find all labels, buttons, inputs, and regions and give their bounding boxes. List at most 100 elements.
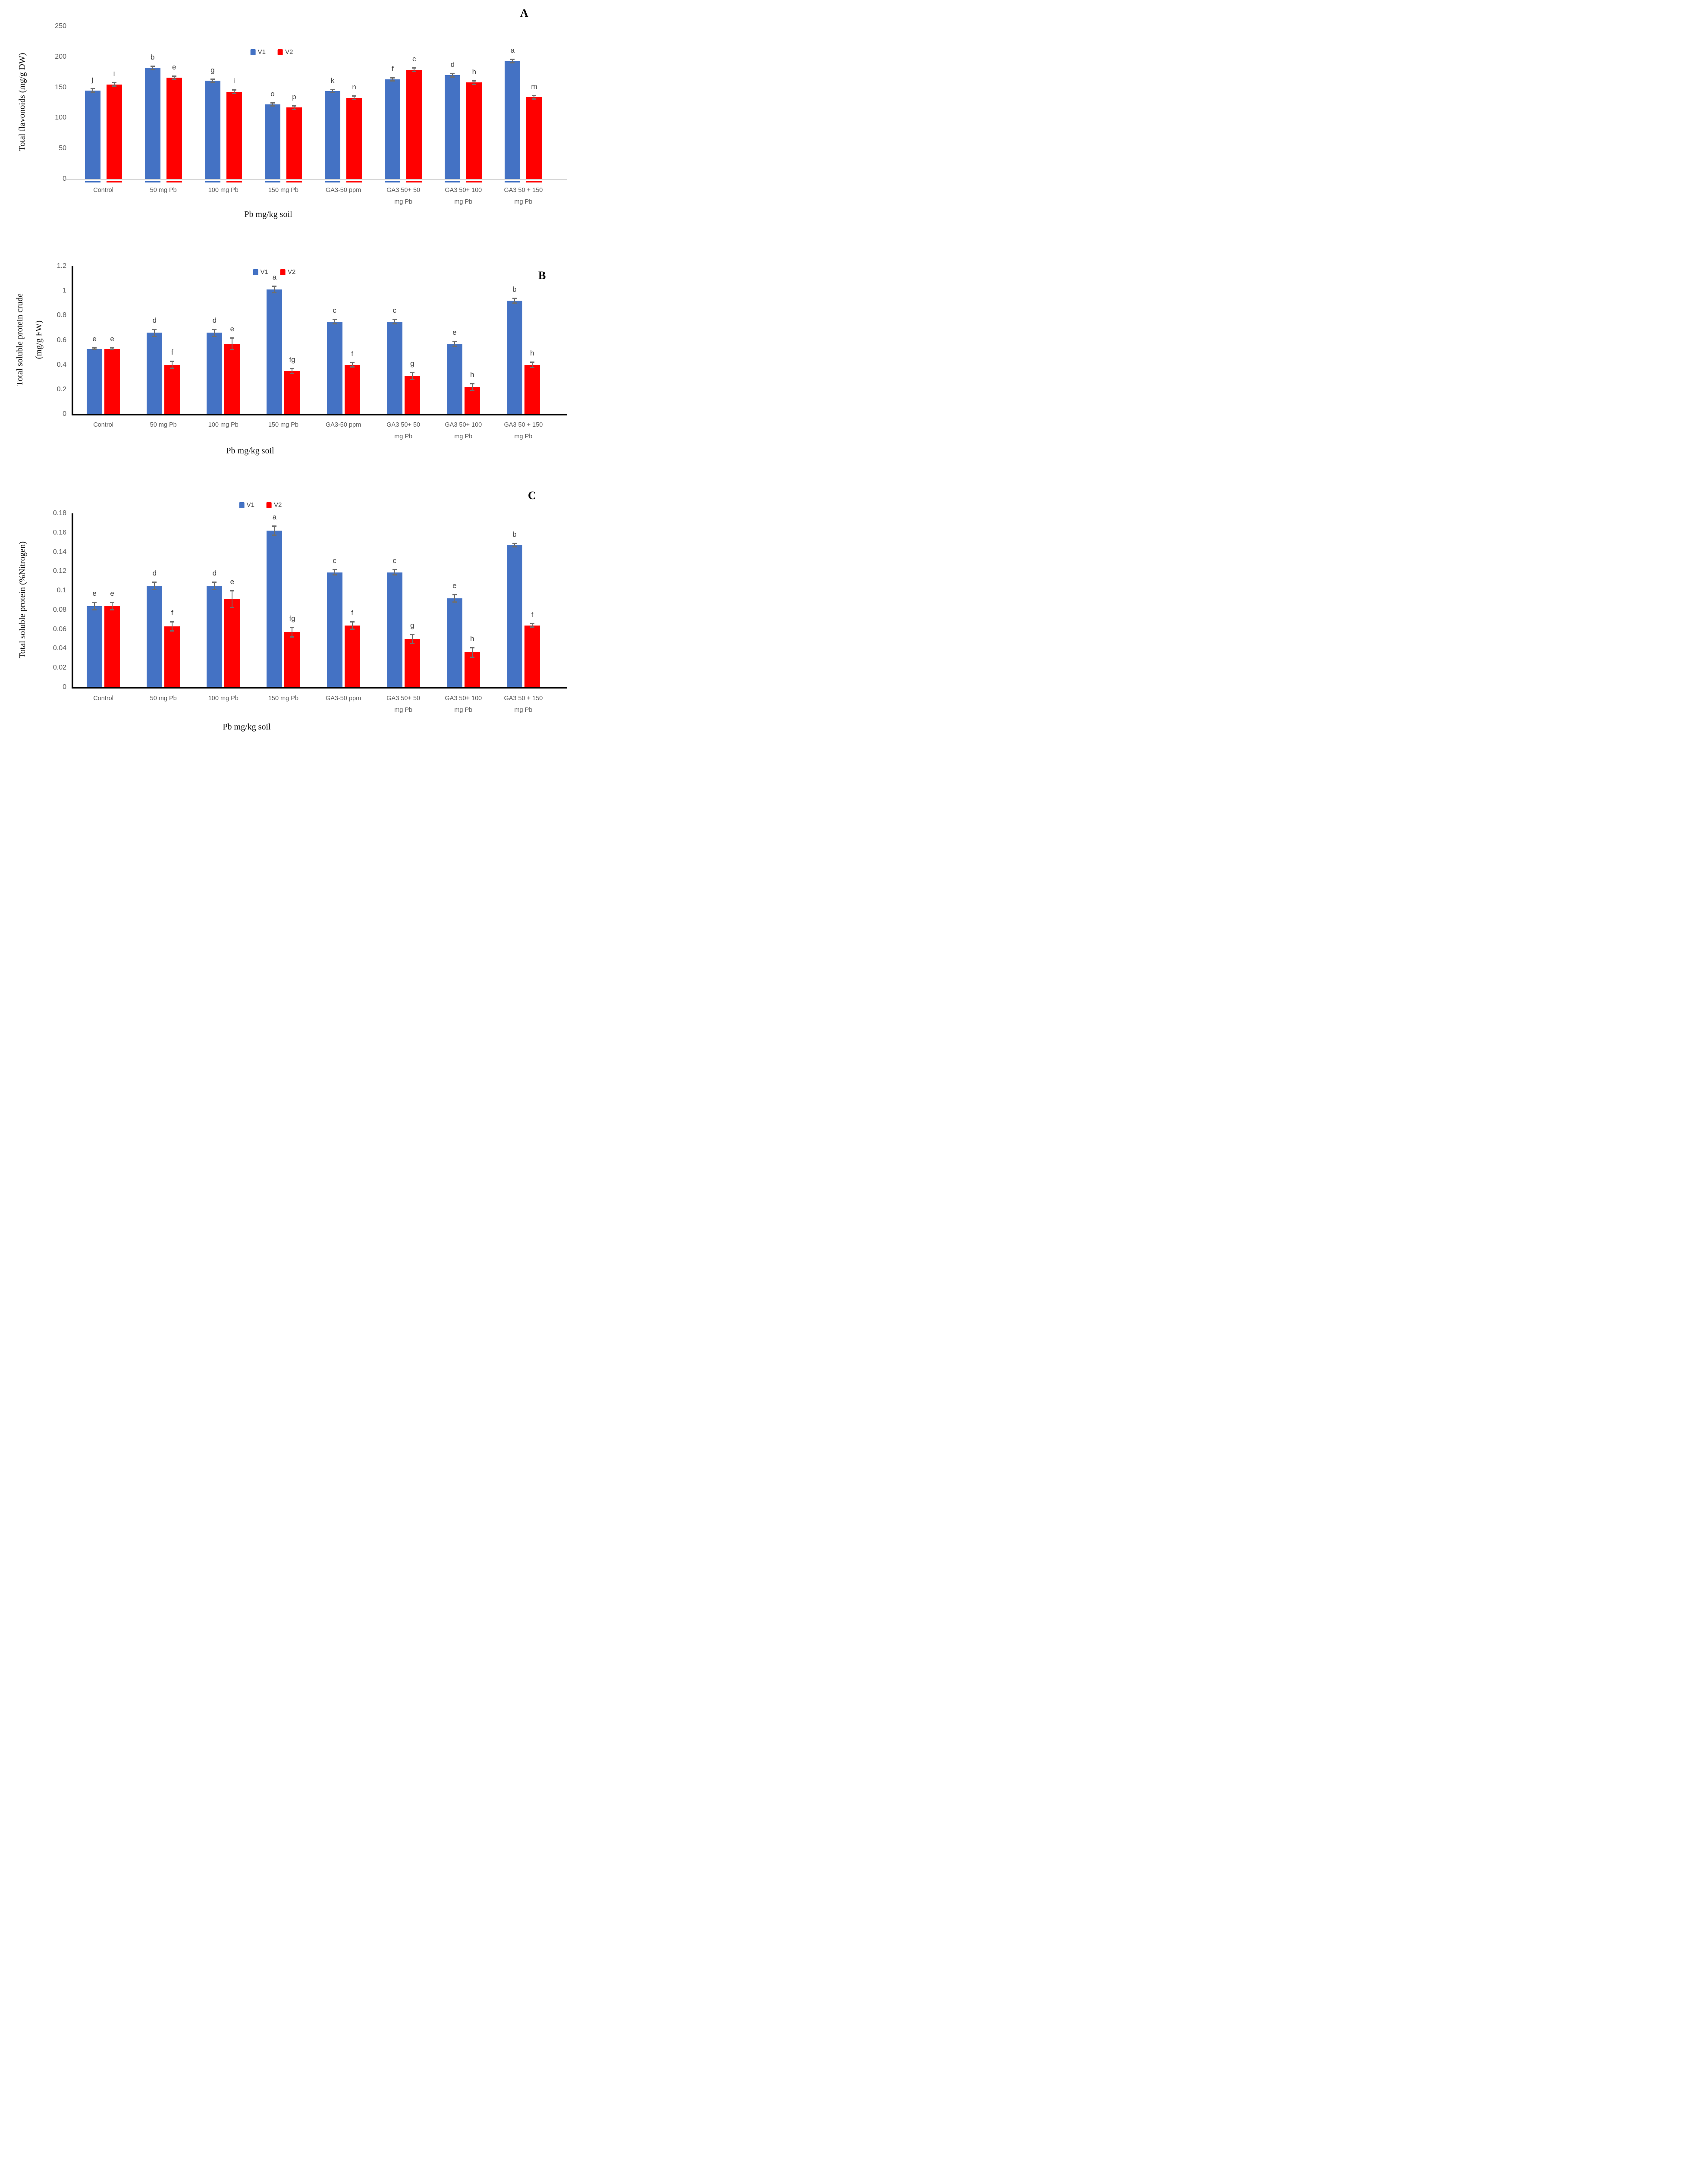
y-tick-label: 0.1 <box>57 587 66 594</box>
error-bar-cap-top <box>512 298 517 299</box>
error-bar <box>113 82 115 86</box>
significance-letter: e <box>92 335 97 343</box>
error-bar-cap-top <box>212 581 217 583</box>
error-bar-cap-top <box>210 78 215 80</box>
panel-letter-c: C <box>528 489 536 502</box>
error-bar-cap-bottom <box>410 643 414 645</box>
error-bar <box>212 79 213 83</box>
error-bar <box>452 73 453 77</box>
category-label: mg Pb <box>394 198 413 205</box>
error-bar-cap-bottom <box>292 108 296 110</box>
category-label: GA3-50 ppm <box>325 187 361 194</box>
three-panel-bar-figure: Total flavonoids (mg/g DW) 250 200 150 100 50… <box>0 0 569 737</box>
category-label: 50 mg Pb <box>150 421 177 428</box>
error-bar-cap-bottom <box>230 607 235 609</box>
error-bar <box>352 621 353 629</box>
significance-letter: f <box>351 608 353 617</box>
category-label: GA3-50 ppm <box>325 421 361 428</box>
bar-underline <box>406 181 422 182</box>
bar-v1 <box>446 344 462 414</box>
bar-underline <box>445 181 461 182</box>
legend: V1 V2 <box>250 48 293 56</box>
chart-panel-b: Total soluble protein crude (mg/g FW) 1.2 1… <box>0 0 569 737</box>
bar-underline <box>106 181 122 182</box>
category-label: GA3 50+ 100 <box>445 695 482 702</box>
bar-v2 <box>346 97 362 179</box>
error-bar-cap-bottom <box>272 535 277 536</box>
y-tick-label: 1 <box>63 287 66 295</box>
error-bar-cap-bottom <box>92 349 97 350</box>
error-bar-cap-top <box>150 66 155 67</box>
error-bar-cap-bottom <box>450 76 455 78</box>
y-tick-label: 150 <box>55 83 66 91</box>
error-bar-cap-bottom <box>272 292 277 294</box>
error-bar-cap-bottom <box>112 85 116 87</box>
error-bar <box>94 348 95 350</box>
error-bar-cap-top <box>270 102 275 104</box>
category-label: GA3 50+ 100 <box>445 421 482 428</box>
error-bar-cap-bottom <box>150 69 155 70</box>
y-tick-label: 0 <box>63 410 66 418</box>
significance-letter: fg <box>289 614 295 623</box>
category-label: 100 mg Pb <box>208 695 239 702</box>
error-bar <box>94 602 95 610</box>
y-axis-title: (mg/g FW) <box>34 320 44 359</box>
x-axis-title: Pb mg/kg soil <box>223 722 271 732</box>
bar-v2 <box>464 387 480 414</box>
category-label: Control <box>93 421 113 428</box>
significance-letter: d <box>152 316 157 324</box>
bar-v2 <box>226 91 242 179</box>
significance-letter: a <box>510 46 515 55</box>
error-bar-cap-bottom <box>352 98 357 100</box>
error-bar-cap-top <box>110 601 115 603</box>
error-bar <box>512 59 513 63</box>
bar-v2 <box>406 69 422 179</box>
category-label: GA3 50+ 50 <box>386 421 421 428</box>
error-bar-cap-top <box>350 362 355 363</box>
y-axis-line <box>72 266 73 415</box>
category-label: mg Pb <box>514 707 533 714</box>
bar-v2 <box>286 107 302 179</box>
legend-label-v2: V2 <box>274 501 282 509</box>
error-bar <box>173 75 175 80</box>
error-bar-cap-bottom <box>230 349 235 351</box>
error-bar-cap-top <box>292 105 296 107</box>
error-bar <box>411 372 413 380</box>
category-label: 50 mg Pb <box>150 695 177 702</box>
significance-letter: d <box>152 569 157 577</box>
category-label: GA3 50 + 150 <box>504 187 543 194</box>
y-axis-title: Total flavonoids (mg/g DW) <box>17 53 27 151</box>
significance-letter: h <box>470 635 474 643</box>
error-bar-cap-bottom <box>472 83 477 85</box>
bar-v2 <box>404 639 420 687</box>
y-tick-label: 0.16 <box>53 528 66 536</box>
y-tick-label: 100 <box>55 114 66 122</box>
bar-underline <box>204 181 220 182</box>
legend-swatch-v1 <box>239 502 245 508</box>
panel-letter-b: B <box>538 269 546 282</box>
error-bar-cap-top <box>332 318 337 320</box>
error-bar <box>352 362 353 368</box>
bar-underline <box>85 181 100 182</box>
significance-letter: f <box>531 610 534 619</box>
y-tick-label: 0.4 <box>57 361 66 368</box>
error-bar-cap-bottom <box>110 349 115 350</box>
error-bar-cap-bottom <box>290 373 295 374</box>
y-tick-label: 200 <box>55 53 66 60</box>
error-bar-cap-top <box>170 361 175 362</box>
bar-v1 <box>264 104 280 179</box>
error-bar-cap-bottom <box>470 390 474 391</box>
error-bar <box>471 383 473 391</box>
significance-letter: g <box>410 621 414 629</box>
bar-v2 <box>224 344 240 414</box>
error-bar-cap-top <box>272 286 277 287</box>
error-bar-cap-bottom <box>330 92 335 94</box>
category-label: 100 mg Pb <box>208 421 239 428</box>
legend-label-v1: V1 <box>246 501 254 509</box>
significance-letter: m <box>531 82 537 91</box>
error-bar-cap-bottom <box>350 628 355 630</box>
bar-v2 <box>404 376 420 414</box>
error-bar <box>394 319 395 324</box>
category-label: 50 mg Pb <box>150 187 177 194</box>
category-label: 100 mg Pb <box>208 187 239 194</box>
